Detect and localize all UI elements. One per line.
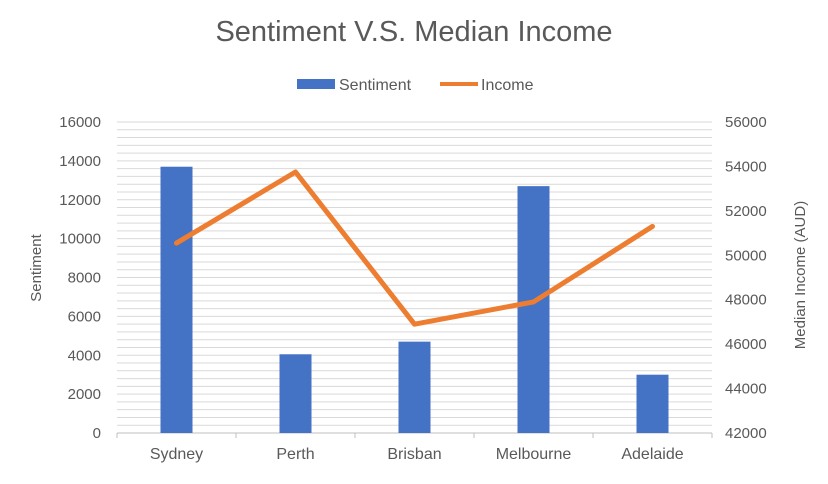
legend-label-sentiment: Sentiment [339, 77, 412, 94]
left-tick-label: 2000 [68, 386, 101, 403]
x-tick-label: Sydney [150, 446, 203, 463]
x-tick-label: Adelaide [621, 446, 683, 463]
legend-label-income: Income [481, 77, 534, 94]
left-tick-label: 8000 [68, 270, 101, 287]
bar-sentiment-adelaide [637, 375, 669, 433]
chart-title: Sentiment V.S. Median Income [215, 16, 612, 48]
right-axis-label: Median Income (AUD) [792, 201, 809, 349]
x-tick-label: Perth [276, 446, 314, 463]
left-axis-label: Sentiment [28, 233, 45, 301]
left-tick-label: 4000 [68, 347, 101, 364]
line-series-income [176, 172, 652, 324]
right-tick-label: 52000 [725, 203, 767, 220]
right-tick-label: 56000 [725, 114, 767, 131]
legend: Sentiment Income [297, 77, 534, 94]
legend-swatch-sentiment [297, 79, 335, 89]
left-tick-label: 16000 [59, 114, 101, 131]
right-tick-label: 46000 [725, 336, 767, 353]
left-tick-label: 0 [93, 425, 101, 442]
left-tick-label: 12000 [59, 192, 101, 209]
bar-sentiment-brisban [399, 342, 431, 433]
bar-sentiment-melbourne [518, 186, 550, 433]
left-tick-label: 10000 [59, 231, 101, 248]
x-tick-label: Brisban [387, 446, 441, 463]
x-tick-label: Melbourne [496, 446, 572, 463]
left-tick-label: 6000 [68, 308, 101, 325]
bar-sentiment-sydney [161, 167, 193, 433]
right-tick-label: 50000 [725, 247, 767, 264]
right-tick-label: 44000 [725, 381, 767, 398]
left-axis-ticks: 0 2000 4000 6000 8000 10000 12000 14000 16000 [59, 114, 101, 442]
left-tick-label: 14000 [59, 153, 101, 170]
right-tick-label: 54000 [725, 158, 767, 175]
x-axis-ticks: Sydney Perth Brisban Melbourne Adelaide [150, 446, 684, 463]
right-tick-label: 42000 [725, 425, 767, 442]
bar-sentiment-perth [280, 354, 312, 433]
right-tick-label: 48000 [725, 292, 767, 309]
right-axis-ticks: 42000 44000 46000 48000 50000 52000 54000 56000 [725, 114, 767, 442]
